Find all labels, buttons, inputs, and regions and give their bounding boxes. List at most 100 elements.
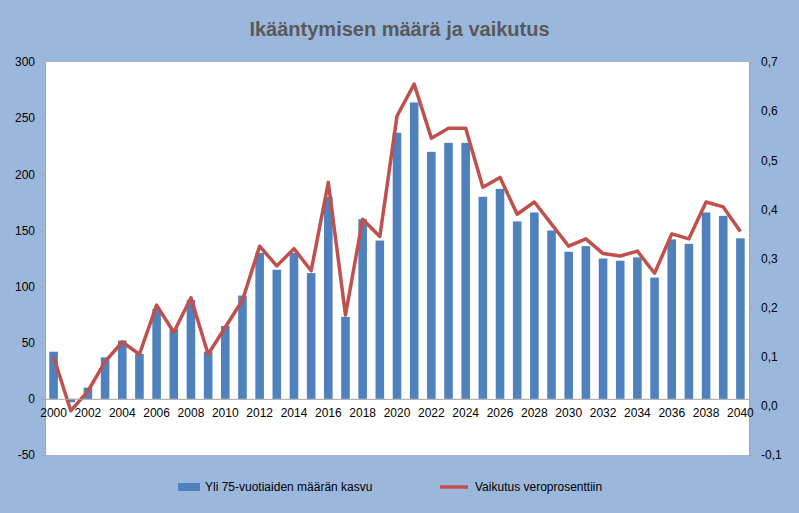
y-axis-tick: 50: [22, 336, 45, 350]
x-axis-tick-label: 2034: [624, 406, 651, 420]
y-axis-tick-label: 50: [22, 336, 36, 350]
x-axis-tick: 2030: [555, 399, 582, 421]
bar: [290, 253, 299, 399]
x-axis-tick: 2018: [349, 399, 376, 421]
x-axis-tick-label: 2028: [521, 406, 548, 420]
bar: [376, 241, 385, 399]
y2-axis-tick-label: 0,2: [761, 301, 778, 315]
background: [0, 0, 799, 513]
y-axis-tick-mark: [41, 455, 45, 456]
y2-axis-tick: 0,2: [749, 301, 778, 315]
bar: [513, 221, 522, 398]
bar: [152, 309, 161, 399]
y2-axis-tick-label: 0,7: [761, 55, 778, 69]
bar: [564, 252, 573, 399]
bar: [307, 273, 316, 399]
y-axis-tick-mark: [41, 174, 45, 175]
y-axis-tick: -50: [18, 448, 45, 462]
bar: [685, 244, 694, 399]
y-axis-tick: 0: [28, 392, 45, 406]
x-axis-tick: 2022: [418, 399, 445, 421]
y2-axis-tick: 0,4: [749, 203, 778, 217]
bar: [582, 246, 591, 399]
y2-axis-tick-mark: [749, 259, 753, 260]
x-axis-tick-label: 2002: [75, 406, 102, 420]
x-axis-tick: 2034: [624, 399, 651, 421]
bar: [461, 143, 470, 399]
y2-axis-tick-mark: [749, 455, 753, 456]
x-axis-tick-label: 2018: [349, 406, 376, 420]
y2-axis-tick-mark: [749, 160, 753, 161]
chart: Ikääntymisen määrä ja vaikutus -50 0 50 100 1…: [0, 0, 799, 513]
y2-axis-tick: 0,5: [749, 154, 778, 168]
x-axis-tick-label: 2016: [315, 406, 342, 420]
bar: [547, 230, 556, 398]
y-axis-tick: 150: [15, 224, 45, 238]
bar: [616, 261, 625, 399]
y2-axis-tick-label: 0,4: [761, 203, 778, 217]
line: [54, 84, 741, 411]
bar: [410, 102, 419, 398]
x-axis-tick: 2006: [143, 399, 170, 421]
x-axis-tick-label: 2030: [555, 406, 582, 420]
x-axis-tick-label: 2040: [727, 406, 754, 420]
y-axis-line: [41, 63, 46, 456]
y-axis-tick: 100: [15, 280, 45, 294]
x-axis-tick-label: 2010: [212, 406, 239, 420]
x-axis-tick-label: 2032: [590, 406, 617, 420]
y-axis-tick-mark: [41, 287, 45, 288]
x-axis-line: [46, 399, 750, 400]
x-axis-tick: 2014: [281, 399, 308, 421]
x-axis-tick-label: 2006: [143, 406, 170, 420]
y-axis-tick-label: 100: [15, 280, 35, 294]
y2-axis-tick-mark: [749, 308, 753, 309]
plot-area: [45, 62, 749, 455]
bar: [324, 197, 333, 399]
y-axis-tick-mark: [41, 118, 45, 119]
y-axis-tick: 200: [15, 168, 45, 182]
x-axis-tick: 2002: [75, 399, 102, 421]
bar: [479, 197, 488, 399]
x-axis-tick: 2000: [40, 399, 67, 421]
y2-axis-tick: 0,1: [749, 350, 778, 364]
y2-axis-tick: 0,6: [749, 104, 778, 118]
y2-axis-tick-label: 0,3: [761, 252, 778, 266]
x-axis-tick-label: 2024: [452, 406, 479, 420]
bar: [427, 152, 436, 399]
title: Ikääntymisen määrä ja vaikutus: [249, 18, 549, 40]
x-axis-tick-label: 2008: [178, 406, 205, 420]
x-axis-tick-label: 2004: [109, 406, 136, 420]
bar: [736, 238, 745, 399]
y-axis-tick-label: 250: [15, 111, 35, 125]
x-axis-tick-label: 2038: [693, 406, 720, 420]
y2-axis-tick-label: 0,1: [761, 350, 778, 364]
bar: [341, 317, 350, 399]
x-axis-tick: 2038: [693, 399, 720, 421]
y-axis-tick-label: -50: [18, 448, 36, 462]
y2-axis-tick-label: 0,0: [761, 399, 778, 413]
bar: [599, 259, 608, 399]
x-axis-tick: 2004: [109, 399, 136, 421]
x-axis-tick: 2040: [727, 399, 754, 421]
bar: [633, 257, 642, 398]
y-axis-tick-mark: [41, 399, 45, 400]
x-axis-tick: 2010: [212, 399, 239, 421]
x-axis-tick-label: 2000: [40, 406, 67, 420]
bar: [358, 219, 367, 399]
y-axis-tick-label: 300: [15, 55, 35, 69]
bar: [444, 143, 453, 399]
legend-label: Yli 75-vuotiaiden määrän kasvu: [205, 480, 372, 494]
bar: [255, 253, 264, 399]
x-axis-tick: 2012: [246, 399, 273, 421]
x-axis-tick: 2032: [590, 399, 617, 421]
legend: Yli 75-vuotiaiden määrän kasvuVaikutus v…: [178, 480, 602, 494]
bar: [719, 216, 728, 399]
x-axis-tick-label: 2026: [487, 406, 514, 420]
y2-axis-tick-mark: [749, 111, 753, 112]
x-axis-tick: 2036: [658, 399, 685, 421]
y-axis-tick-label: 150: [15, 224, 35, 238]
bar: [702, 212, 711, 398]
bar: [667, 239, 676, 398]
x-axis-tick: 2026: [487, 399, 514, 421]
y2-axis-tick: 0,7: [749, 55, 778, 69]
